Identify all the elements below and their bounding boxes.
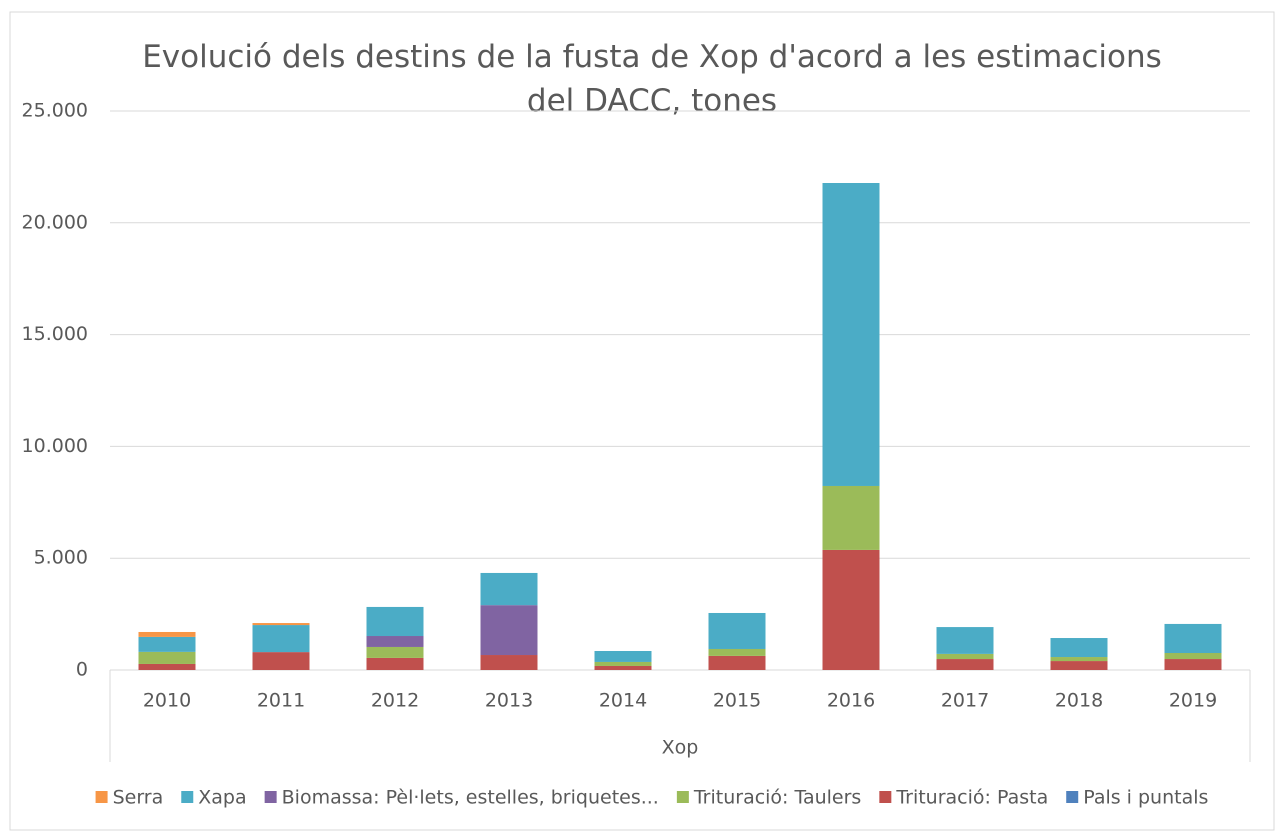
- bar-segment: [252, 623, 310, 626]
- x-tick-label: 2018: [1055, 690, 1103, 712]
- legend-swatch: [1066, 791, 1079, 803]
- bar-segment: [366, 646, 424, 658]
- legend-swatch: [181, 791, 194, 803]
- bar-segment: [1164, 659, 1222, 670]
- y-tick-label: 10.000: [22, 435, 88, 457]
- bar-segment: [936, 659, 994, 670]
- bar-segment: [708, 655, 766, 670]
- bar-segment: [594, 661, 652, 666]
- x-tick-label: 2010: [143, 690, 191, 712]
- bar-segment: [1050, 661, 1108, 670]
- bar-segment: [594, 650, 652, 662]
- bar-segment: [138, 663, 196, 670]
- x-tick-label: 2017: [941, 690, 989, 712]
- bar-segment: [480, 605, 538, 656]
- x-tick-label: 2019: [1169, 690, 1217, 712]
- bar-segment: [252, 652, 310, 670]
- bar-segment: [594, 665, 652, 670]
- y-tick-label: 20.000: [22, 211, 88, 233]
- bar-segment: [936, 627, 994, 654]
- y-tick-label: 0: [76, 659, 88, 681]
- chart-title: Evolució dels destins de la fusta de Xop…: [142, 39, 1162, 119]
- bar-segment: [252, 625, 310, 653]
- bar-segment: [936, 653, 994, 660]
- legend-label: Trituració: Pasta: [895, 787, 1048, 809]
- x-tick-label: 2016: [827, 690, 875, 712]
- bar-segment: [366, 657, 424, 670]
- x-axis-label: Xop: [662, 737, 699, 759]
- legend-label: Serra: [113, 787, 164, 809]
- legend-label: Biomassa: Pèl·lets, estelles, briquetes.…: [282, 787, 659, 809]
- bar-segment: [708, 648, 766, 656]
- legend-swatch: [264, 791, 277, 803]
- bar-segment: [708, 612, 766, 649]
- bar-segment: [1164, 653, 1222, 660]
- bar-segment: [1164, 623, 1222, 654]
- x-tick-label: 2014: [599, 690, 647, 712]
- bar-segment: [480, 572, 538, 606]
- bar-segment: [138, 631, 196, 637]
- legend-label: Pals i puntals: [1083, 787, 1208, 809]
- bar-segment: [822, 549, 880, 670]
- legend-label: Trituració: Taulers: [693, 787, 861, 809]
- y-tick-label: 5.000: [34, 547, 88, 569]
- bar-segment: [822, 182, 880, 486]
- y-tick-label: 25.000: [22, 100, 88, 122]
- legend: Serra Xapa Biomassa: Pèl·lets, estelles, b…: [95, 787, 1208, 809]
- legend-swatch: [95, 791, 108, 803]
- x-tick-label: 2011: [257, 690, 305, 712]
- y-tick-label: 15.000: [22, 323, 88, 345]
- legend-swatch: [879, 791, 892, 803]
- chart-border: [9, 11, 1275, 831]
- bar-segment: [138, 636, 196, 652]
- x-tick-label: 2013: [485, 690, 533, 712]
- legend-swatch: [676, 791, 689, 803]
- bar-segment: [1050, 638, 1108, 658]
- x-tick-label: 2012: [371, 690, 419, 712]
- bar-segment: [822, 485, 880, 550]
- bar-segment: [138, 651, 196, 664]
- bar-segment: [1050, 657, 1108, 662]
- bar-segment: [366, 606, 424, 637]
- bar-segment: [366, 636, 424, 647]
- bar-segment: [480, 655, 538, 670]
- legend-label: Xapa: [198, 787, 246, 809]
- x-tick-label: 2015: [713, 690, 761, 712]
